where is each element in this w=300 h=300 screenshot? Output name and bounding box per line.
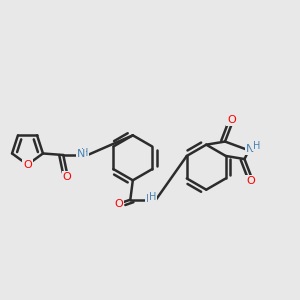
Text: H: H [149,192,157,202]
Text: H: H [253,141,260,151]
Text: O: O [63,172,71,182]
Text: O: O [23,160,32,170]
Text: N: N [77,149,86,159]
Text: O: O [227,115,236,125]
Text: N: N [246,144,255,154]
Text: H: H [81,148,88,158]
Text: O: O [246,176,255,186]
Text: O: O [114,200,123,209]
Text: N: N [146,194,154,204]
